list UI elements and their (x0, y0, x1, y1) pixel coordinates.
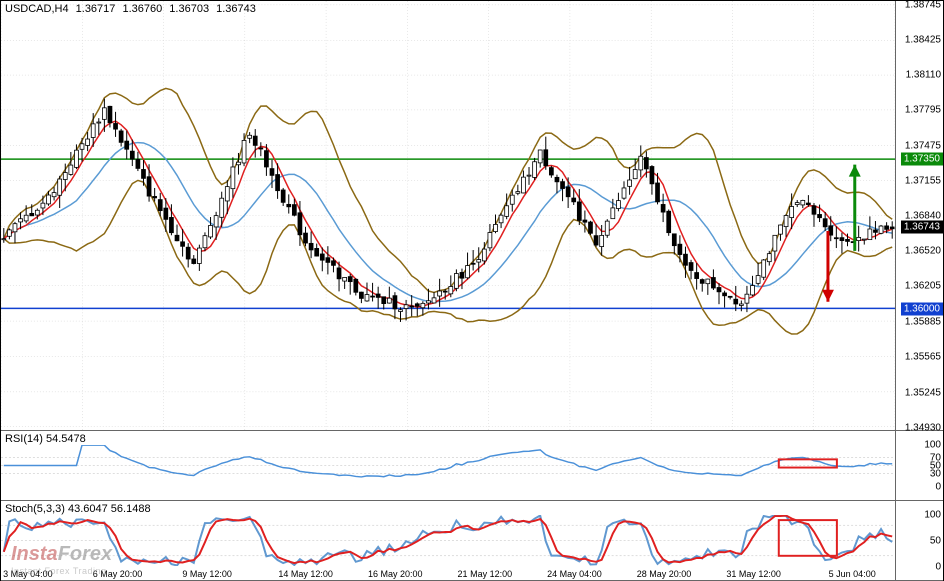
rsi-svg (1, 445, 895, 486)
rsi-tick-label: 100 (924, 440, 941, 451)
ohlc-high: 1.36760 (122, 3, 162, 15)
price-tag: 1.37350 (901, 153, 943, 166)
price-panel[interactable]: USDCAD,H4 1.36717 1.36760 1.36703 1.3674… (1, 1, 943, 431)
stoch-tick-label: 50 (930, 536, 941, 547)
time-label: 24 May 04:00 (547, 569, 602, 579)
rsi-tick-label: 0 (935, 482, 941, 493)
price-tick-label: 1.38745 (905, 0, 941, 10)
rsi-plot[interactable] (1, 445, 895, 486)
rsi-panel[interactable]: RSI(14) 54.5478 0305070100 (1, 431, 943, 501)
chart-title: USDCAD,H4 1.36717 1.36760 1.36703 1.3674… (5, 3, 256, 15)
rsi-tick-label: 70 (930, 452, 941, 463)
ohlc-low: 1.36703 (169, 3, 209, 15)
stoch-tick-label: 0 (935, 562, 941, 573)
price-svg (1, 1, 895, 430)
time-label: 6 May 20:00 (93, 569, 143, 579)
stoch-title: Stoch(5,3,3) 43.6047 56.1488 (5, 503, 151, 515)
stoch-svg (1, 515, 895, 566)
stoch-plot[interactable] (1, 515, 895, 566)
stoch-panel[interactable]: Stoch(5,3,3) 43.6047 56.1488 0 50 100 3 Ma… (1, 501, 943, 581)
price-tick-label: 1.37795 (905, 105, 941, 116)
time-label: 21 May 12:00 (458, 569, 513, 579)
time-label: 9 May 12:00 (182, 569, 232, 579)
price-tick-label: 1.36520 (905, 246, 941, 257)
price-tick-label: 1.37475 (905, 140, 941, 151)
price-y-axis: 1.349301.352451.355651.358851.362051.365… (895, 1, 943, 430)
time-label: 14 May 12:00 (278, 569, 333, 579)
time-label: 31 May 12:00 (726, 569, 781, 579)
time-label: 16 May 20:00 (368, 569, 423, 579)
price-tag: 1.36743 (901, 220, 943, 233)
stoch-y-axis: 0 50 100 (895, 501, 943, 580)
price-plot[interactable] (1, 1, 895, 430)
ohlc-open: 1.36717 (76, 3, 116, 15)
price-tick-label: 1.35885 (905, 316, 941, 327)
price-tag: 1.36000 (901, 303, 943, 316)
time-label: 28 May 20:00 (637, 569, 692, 579)
time-x-axis: 3 May 04:00 6 May 20:00 9 May 12:00 14 May … (1, 566, 895, 580)
price-tick-label: 1.38110 (906, 70, 941, 81)
price-tick-label: 1.38425 (905, 35, 941, 46)
time-label: 5 Jun 04:00 (829, 569, 876, 579)
symbol-label: USDCAD,H4 (5, 3, 69, 15)
stoch-tick-label: 100 (924, 510, 941, 521)
price-tick-label: 1.36205 (905, 281, 941, 292)
price-tick-label: 1.37155 (905, 176, 941, 187)
price-tick-label: 1.35245 (905, 387, 941, 398)
time-label: 3 May 04:00 (3, 569, 53, 579)
ohlc-close: 1.36743 (216, 3, 256, 15)
forex-chart-container: USDCAD,H4 1.36717 1.36760 1.36703 1.3674… (0, 0, 944, 581)
price-tick-label: 1.35565 (905, 352, 941, 363)
rsi-y-axis: 0305070100 (895, 431, 943, 500)
rsi-title: RSI(14) 54.5478 (5, 433, 86, 445)
